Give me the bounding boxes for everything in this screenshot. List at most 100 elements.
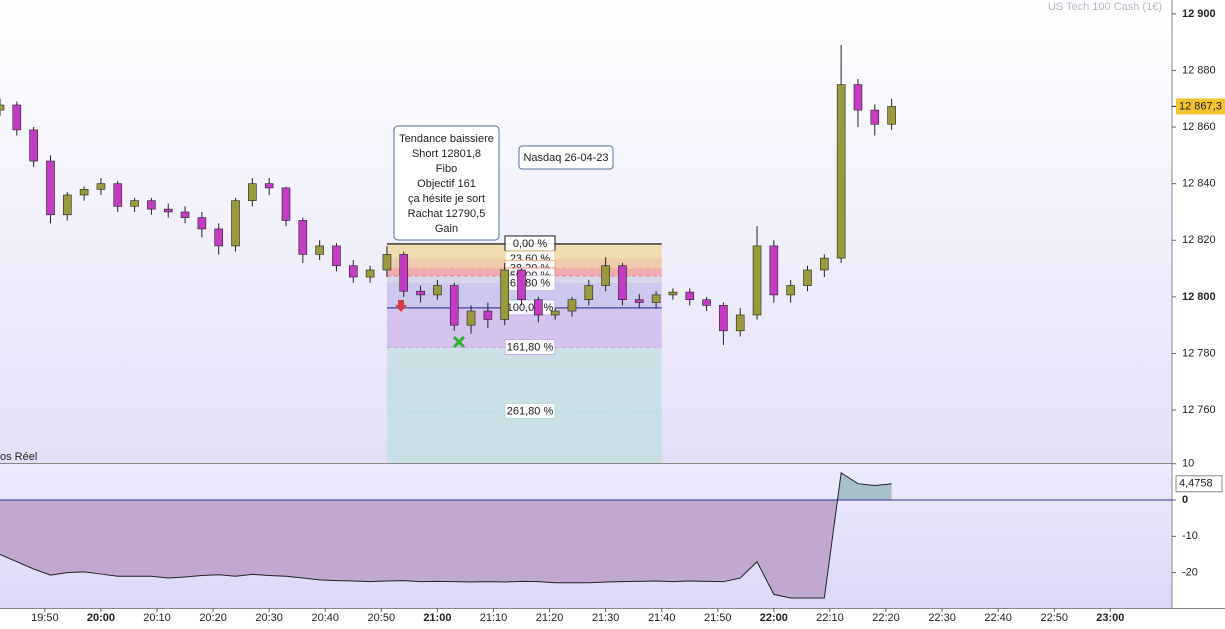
candle-body: [567, 299, 577, 312]
candle-body: [163, 208, 173, 213]
candle-body: [197, 217, 207, 230]
x-tick-label: 20:10: [143, 612, 171, 624]
last-price-label: 12 867,3: [1179, 100, 1222, 112]
candle-body: [550, 310, 560, 316]
fibo-label: 61,80 %: [510, 277, 551, 289]
candle-body: [248, 183, 257, 201]
indicator-last-label: 4,4758: [1179, 478, 1213, 490]
candle-body: [483, 310, 493, 320]
fibo-label: 161,80 %: [507, 341, 554, 353]
y-tick-label: 12 780: [1182, 347, 1216, 359]
indicator-line: [0, 471, 892, 599]
chart-label: Nasdaq 26-04-23: [523, 152, 608, 164]
candle-body: [46, 160, 55, 216]
label-box: [518, 145, 614, 170]
time-axis: [0, 608, 1225, 624]
candle-body: [416, 290, 425, 296]
candle-body: [231, 200, 240, 247]
x-tick-label: 20:50: [368, 612, 396, 624]
candle-body: [79, 189, 89, 196]
candle-body: [820, 257, 829, 271]
candle-body: [887, 106, 896, 125]
last-price-box: [1176, 98, 1225, 115]
fibo-label: 100,00 %: [507, 302, 554, 314]
note-line: Short 12801,8: [412, 148, 481, 160]
x-tick-label: 20:00: [87, 612, 115, 624]
fibo-zone: [386, 411, 662, 463]
y-tick-label: 12 900: [1182, 8, 1216, 20]
candle-body: [601, 265, 610, 286]
candle-body: [214, 228, 223, 247]
x-tick-label: 20:30: [255, 612, 283, 624]
candle-body: [130, 200, 139, 207]
candle-body: [298, 220, 308, 255]
candle-body: [752, 245, 762, 316]
candle-body: [62, 194, 72, 216]
y-tick-label: 12 880: [1182, 64, 1216, 76]
candle-body: [466, 310, 476, 326]
fibo-label-box: [504, 402, 556, 419]
x-tick-label: 22:40: [984, 612, 1012, 624]
x-tick-label: 21:40: [648, 612, 676, 624]
note-line: Gain: [435, 223, 458, 235]
candle-body: [517, 269, 526, 301]
candle-body: [803, 269, 812, 286]
candle-body: [29, 129, 38, 162]
x-tick-label: 19:50: [31, 612, 59, 624]
price-axis: [1172, 0, 1225, 624]
x-tick-label: 21:00: [423, 612, 451, 624]
candle-body: [12, 104, 22, 131]
candle-body: [399, 254, 409, 292]
x-tick-label: 21:20: [536, 612, 564, 624]
candle-body: [433, 285, 442, 296]
candle-body: [315, 245, 324, 255]
candle-body: [634, 299, 644, 303]
candle-body: [735, 314, 745, 332]
fibo-zone: [386, 347, 662, 412]
y-tick-label: 12 820: [1182, 234, 1216, 246]
y-tick-label: 12 760: [1182, 404, 1216, 416]
note-line: Objectif 161: [417, 178, 476, 190]
candle-body: [584, 285, 594, 301]
candle-body: [264, 183, 274, 189]
x-tick-label: 21:10: [480, 612, 508, 624]
candle-body: [769, 245, 779, 296]
candle-body: [870, 109, 880, 125]
candle-body: [147, 200, 156, 210]
candle-body: [618, 265, 627, 301]
indicator-title: os Réel: [0, 451, 37, 463]
x-tick-label: 22:30: [928, 612, 956, 624]
y-tick-label: -20: [1182, 567, 1198, 579]
candle-body: [365, 269, 375, 278]
note-line: Rachat 12790,5: [408, 208, 486, 220]
instrument-title: US Tech 100 Cash (1€): [1048, 1, 1162, 13]
x-tick-label: 22:00: [760, 612, 788, 624]
x-tick-label: 20:40: [311, 612, 339, 624]
candle-body: [332, 245, 341, 267]
fibo-label: 0,00 %: [513, 238, 547, 250]
candle-body: [853, 84, 863, 111]
candle-body: [449, 285, 459, 326]
x-tick-label: 23:00: [1096, 612, 1124, 624]
candle-body: [702, 299, 711, 306]
candle-body: [668, 291, 678, 296]
y-tick-label: 12 800: [1182, 291, 1216, 303]
exit-marker: [452, 335, 466, 349]
candle-body: [500, 269, 509, 320]
y-tick-label: -10: [1182, 530, 1198, 542]
candle-body: [348, 265, 358, 278]
candle-body: [113, 183, 123, 207]
x-tick-label: 21:30: [592, 612, 620, 624]
candle-body: [180, 211, 190, 218]
y-tick-label: 12 860: [1182, 121, 1216, 133]
candle-body: [0, 104, 5, 111]
candle-body: [382, 254, 392, 271]
indicator-area-negative: [0, 500, 892, 599]
x-tick-label: 22:10: [816, 612, 844, 624]
candle-body: [685, 291, 695, 301]
candle-body: [836, 84, 846, 259]
candle-body: [96, 183, 106, 190]
candle-body: [719, 305, 728, 332]
note-line: ça hésite je sort: [408, 193, 485, 205]
